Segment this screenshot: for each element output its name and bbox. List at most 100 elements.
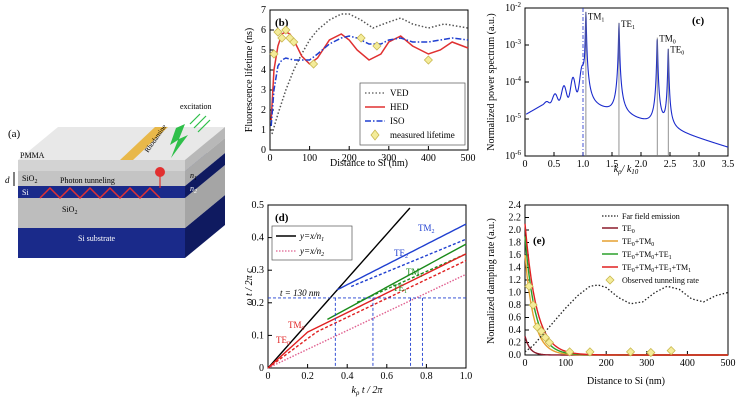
panel-e-observed-point bbox=[540, 332, 550, 343]
panel-c-xtick-label: 3.5 bbox=[722, 159, 735, 170]
panel-d-label: (d) bbox=[275, 212, 289, 224]
panel-b-measured-point bbox=[269, 49, 279, 59]
panel-e-xlabel: Distance to Si (nm) bbox=[587, 376, 665, 387]
panel-c-peak-label: TE0 bbox=[670, 45, 684, 57]
panel-b-measured-point bbox=[308, 59, 319, 69]
mode-label-te2: TE2 bbox=[394, 248, 408, 260]
panel-b-series-ved bbox=[271, 13, 469, 135]
panel-e-observed-point bbox=[544, 337, 554, 348]
panel-d-ytick-label: 0.3 bbox=[252, 265, 265, 276]
panel-d-xtick-label: 0.2 bbox=[301, 371, 314, 382]
panel-c-xtick-label: 2.5 bbox=[664, 159, 677, 170]
panel-b-xtick-label: 0 bbox=[268, 153, 273, 164]
panel-b-measured-point bbox=[289, 37, 299, 47]
panel-c-ylabel: Normalized power spectrum (a.u.) bbox=[486, 13, 497, 150]
panel-c-xtick-label: 2.0 bbox=[635, 159, 648, 170]
panel-b-ylabel: Fluorescence lifetime (ns) bbox=[244, 28, 255, 132]
thickness-annotation: t = 130 nm bbox=[280, 288, 320, 298]
panel-e-ytick-label: 2.0 bbox=[509, 225, 522, 236]
panel-c-xtick-label: 1.5 bbox=[606, 159, 619, 170]
legend-te0: TE0 bbox=[622, 224, 635, 235]
sio2-bottom-front bbox=[18, 198, 185, 228]
panel-e-observed-point bbox=[536, 326, 546, 336]
pmma-label: PMMA bbox=[20, 151, 45, 160]
panel-e-series-far-field bbox=[524, 284, 729, 353]
panel-c-xtick-label: 1.0 bbox=[577, 159, 590, 170]
panel-e-observed-point bbox=[585, 347, 595, 357]
panel-b-ytick-label: 5 bbox=[261, 45, 266, 56]
panel-d-mode-tm0 bbox=[267, 253, 467, 369]
substrate-side bbox=[185, 195, 225, 258]
panel-d-ytick-label: 0 bbox=[259, 363, 264, 374]
panel-e-observed-point bbox=[528, 300, 538, 310]
rhodamine-stripe bbox=[120, 127, 168, 160]
panel-c-xtick-label: 3.0 bbox=[693, 159, 706, 170]
panel-e-observed-point bbox=[666, 346, 676, 356]
panel-e-ytick-label: 1.4 bbox=[509, 263, 522, 274]
mode-label-te0: TE0 bbox=[276, 335, 290, 347]
panel-b-measured-point bbox=[372, 41, 382, 51]
panel-d-light-line-n2 bbox=[267, 273, 467, 369]
panel-e-ytick-label: 0.8 bbox=[509, 300, 522, 311]
panel-e-ytick-label: 1.2 bbox=[509, 275, 522, 286]
panel-b-ytick-label: 0 bbox=[261, 145, 266, 156]
panel-b-xtick-label: 200 bbox=[342, 153, 357, 164]
excitation-label: excitation bbox=[180, 102, 212, 111]
panel-c: (c) 10-6 10-5 10-4 10-3 10-2 0 0.5 1.0 1.5 2.0 2.5… bbox=[486, 1, 734, 176]
panel-d-xtick-label: 0.8 bbox=[420, 371, 433, 382]
mode-label-tm1: TM1 bbox=[406, 267, 423, 279]
panel-e-xtick-label: 100 bbox=[558, 358, 573, 369]
substrate-label: Si substrate bbox=[78, 234, 116, 243]
panel-c-xtick-label: 0.5 bbox=[548, 159, 561, 170]
panel-d-mode-te0 bbox=[267, 259, 467, 369]
panel-c-peak-label: TM0 bbox=[659, 34, 676, 46]
legend-measured-marker bbox=[370, 129, 380, 141]
excitation-bolt-icon bbox=[170, 124, 188, 158]
legend-observed-marker bbox=[605, 275, 615, 285]
panel-e: (e) 0.00.2 0.40.6 0.81.0 1.21.4 1.61.8 2.02.2… bbox=[486, 200, 736, 387]
panel-c-spectrum bbox=[525, 11, 729, 148]
panel-d-xtick-label: 1.0 bbox=[460, 371, 473, 382]
panel-a: (a) Rhodamine excitation bbox=[5, 102, 225, 258]
panel-c-label: (c) bbox=[692, 15, 705, 27]
panel-e-observed-point bbox=[646, 347, 656, 358]
si-side bbox=[185, 153, 225, 198]
d-label: d bbox=[5, 175, 10, 185]
mode-label-tm2: TM2 bbox=[418, 223, 435, 235]
panel-c-peak-label: TM1 bbox=[588, 12, 605, 24]
panel-b-xtick-label: 400 bbox=[421, 153, 436, 164]
legend-n2: y=x/n2 bbox=[299, 246, 324, 258]
panel-d-frame bbox=[267, 204, 467, 369]
excitation-rays bbox=[189, 113, 211, 133]
legend-observed: Observed tunneling rate bbox=[622, 276, 699, 285]
panel-c-ytick-label: 10-4 bbox=[505, 75, 521, 88]
panel-b-ytick-label: 4 bbox=[261, 65, 266, 76]
panel-b-measured-point bbox=[423, 55, 433, 65]
panel-e-ytick-label: 0.4 bbox=[509, 325, 522, 336]
panel-d-mode-tm1 bbox=[327, 243, 467, 321]
legend-ved: VED bbox=[390, 88, 409, 98]
panel-d-xtick-label: 0.6 bbox=[381, 371, 394, 382]
panel-e-ytick-label: 0.2 bbox=[509, 338, 522, 349]
panel-b-ytick-label: 3 bbox=[261, 85, 266, 96]
panel-d-mode-tm2 bbox=[336, 223, 467, 291]
panel-d-ytick-label: 0.4 bbox=[252, 233, 265, 244]
n2-label: n2 bbox=[190, 184, 197, 195]
panel-e-label: (e) bbox=[533, 235, 546, 247]
pmma-top bbox=[18, 127, 225, 160]
panel-e-observed-point bbox=[524, 281, 534, 291]
si-label: Si bbox=[22, 188, 29, 197]
sio2-bottom-side bbox=[185, 165, 225, 228]
legend-te0tm0te1: TE0+TM0+TE1 bbox=[622, 250, 672, 261]
panel-c-frame bbox=[524, 7, 729, 157]
sio2-bottom-label: SiO2 bbox=[62, 205, 77, 216]
mode-label-tm0: TM0 bbox=[288, 320, 305, 332]
panel-d-xtick-label: 0 bbox=[266, 371, 271, 382]
panel-c-ytick-label: 10-5 bbox=[505, 112, 521, 125]
panel-c-xtick-label: 0 bbox=[523, 159, 528, 170]
panel-e-xtick-label: 500 bbox=[721, 358, 736, 369]
panel-d-xlabel: kρ t / 2π bbox=[352, 385, 384, 397]
panel-b-measured-point bbox=[273, 27, 283, 37]
legend-te0tm0: TE0+TM0 bbox=[622, 237, 654, 248]
